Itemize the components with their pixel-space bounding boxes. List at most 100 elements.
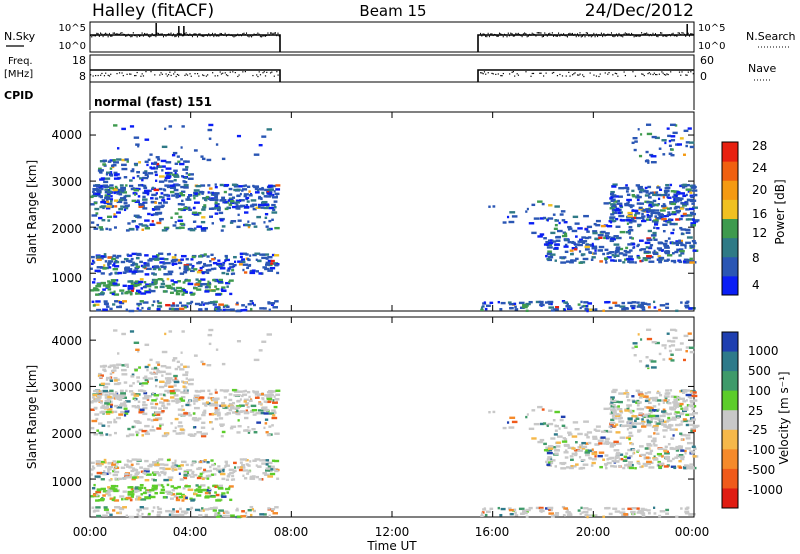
power-cell <box>686 300 690 303</box>
velocity-cell <box>540 508 544 511</box>
velocity-cell <box>627 417 633 420</box>
power-cell <box>646 303 651 306</box>
nave-tick-top: 60 <box>700 54 714 67</box>
velocity-cell <box>193 394 200 398</box>
velocity-cell <box>160 488 166 492</box>
velocity-cell <box>652 405 657 408</box>
power-cell <box>646 213 650 217</box>
velocity-colorbar-swatch <box>722 449 738 470</box>
velocity-cell <box>172 429 177 433</box>
velocity-cell <box>628 426 633 430</box>
power-cell <box>268 219 272 223</box>
power-cell <box>603 224 609 227</box>
velocity-cell <box>641 465 644 468</box>
velocity-cell <box>236 507 239 511</box>
velocity-cell <box>663 399 668 402</box>
power-cell <box>635 184 640 187</box>
velocity-cell <box>628 437 631 441</box>
power-cell <box>94 207 100 211</box>
velocity-cell <box>160 397 164 400</box>
velocity-cell <box>684 434 691 437</box>
velocity-cell <box>174 367 179 371</box>
velocity-cell <box>154 488 157 492</box>
power-cell <box>247 220 250 223</box>
velocity-cell <box>591 451 598 454</box>
power-cbar-tick-12: 12 <box>752 226 767 240</box>
velocity-cell <box>174 377 177 380</box>
power-cell <box>613 211 618 215</box>
nsky-noise-dot <box>121 32 123 34</box>
velocity-cell <box>656 391 661 395</box>
velocity-cell <box>128 515 135 519</box>
nsky-noise-dot <box>521 35 523 38</box>
power-cell <box>124 204 130 208</box>
velocity-cell <box>244 411 250 414</box>
velocity-cell <box>662 448 668 451</box>
power-cell <box>107 202 113 206</box>
velocity-cell <box>131 425 135 429</box>
power-cell <box>94 269 101 273</box>
velocity-cell <box>197 417 202 420</box>
velocity-cell <box>569 433 573 436</box>
velocity-cell <box>685 413 690 417</box>
power-cell <box>107 160 112 163</box>
velocity-cell <box>559 462 563 465</box>
power-cell <box>646 256 651 260</box>
nsky-noise-dot <box>566 35 568 38</box>
power-cell <box>546 257 551 261</box>
velocity-cell <box>104 399 111 403</box>
velocity-cell <box>654 341 660 345</box>
nsky-noise-dot <box>585 32 587 34</box>
power-cell <box>151 281 155 284</box>
velocity-cell <box>678 466 683 469</box>
power-cell <box>96 223 100 227</box>
power-cell <box>171 283 175 286</box>
velocity-cell <box>594 443 600 446</box>
velocity-cell <box>211 427 215 431</box>
power-cell <box>651 135 657 139</box>
velocity-cell <box>273 411 277 414</box>
nsky-noise-dot <box>164 34 166 36</box>
power-cell <box>115 259 118 263</box>
nsky-noise-dot <box>261 35 263 38</box>
velocity-cell <box>94 407 98 410</box>
velocity-cell <box>677 465 682 468</box>
velocity-cell <box>553 433 558 436</box>
velocity-cell <box>156 413 161 416</box>
velocity-cell <box>129 498 133 502</box>
power-cell <box>565 260 570 263</box>
power-cell <box>92 190 95 194</box>
velocity-cell <box>598 451 605 454</box>
power-cell <box>629 249 633 252</box>
nsky-noise-dot <box>563 33 565 35</box>
nsky-noise-dot <box>677 32 679 34</box>
power-cell <box>144 227 151 230</box>
power-cell <box>554 205 560 208</box>
power-cell <box>553 308 559 311</box>
nsky-noise-dot <box>555 35 557 37</box>
power-cell <box>659 216 663 219</box>
velocity-cell <box>689 390 693 393</box>
velocity-cell <box>685 349 688 353</box>
power-cell <box>593 222 597 226</box>
power-cell <box>545 240 550 244</box>
power-cell <box>571 229 578 233</box>
nsky-noise-dot <box>115 33 117 36</box>
nsky-noise-dot <box>644 33 646 35</box>
nsky-noise-dot <box>95 34 97 37</box>
nsky-noise-dot <box>642 33 644 36</box>
velocity-cell <box>654 417 661 420</box>
velocity-cell <box>622 459 628 462</box>
power-cell <box>102 163 107 166</box>
power-cell <box>655 191 659 194</box>
power-cell <box>537 235 543 238</box>
nsky-noise-dot <box>482 33 484 35</box>
power-cell <box>649 246 652 249</box>
power-cell <box>611 209 615 212</box>
nsky-noise-dot <box>636 35 638 37</box>
power-cell <box>690 222 697 225</box>
nave-noise-dot <box>516 73 518 75</box>
velocity-cell <box>662 429 668 432</box>
power-cell <box>97 169 102 172</box>
velocity-cell <box>692 399 698 402</box>
